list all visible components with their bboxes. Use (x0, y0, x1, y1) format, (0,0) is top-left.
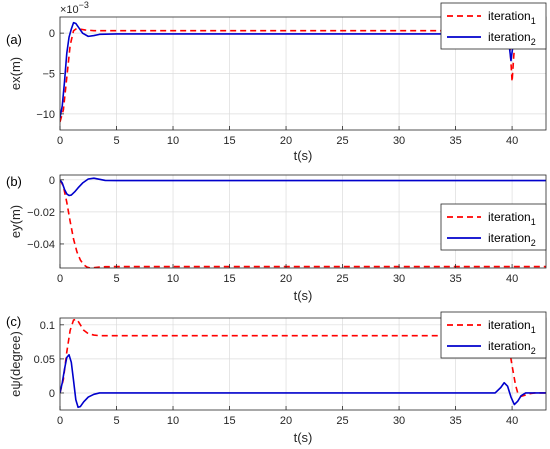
legend-box (440, 311, 547, 359)
x-tick-label: 25 (336, 273, 348, 285)
series-line-2 (60, 177, 546, 197)
x-tick-label: 20 (280, 415, 292, 427)
legend-label-1: iteration1 (488, 210, 536, 227)
chart-panel-3: 0 5 10 15 20 25 30 35 40 0 0.05 0.1 t(s) eψ(degree) (c… (6, 311, 547, 445)
x-tick-label: 5 (113, 135, 119, 147)
x-tick-label: 10 (167, 415, 179, 427)
legend-name: iteration (488, 30, 531, 44)
legend-subscript: 1 (531, 16, 536, 26)
x-tick-label: 25 (336, 415, 348, 427)
x-tick-label: 10 (167, 135, 179, 147)
legend-label-2: iteration2 (488, 231, 536, 248)
legend-name: iteration (488, 318, 531, 332)
exponent-power: −3 (79, 0, 89, 10)
exponent-label: ×10−3 (60, 0, 89, 16)
legend-subscript: 2 (531, 37, 536, 47)
y-axis-label: ex(m) (8, 57, 23, 90)
axes-box (59, 317, 547, 411)
y-tick-label: 0.1 (40, 320, 55, 332)
legend-name: iteration (488, 231, 531, 245)
x-axis-label: t(s) (294, 430, 313, 445)
y-tick-label: −0.02 (27, 207, 55, 219)
y-tick-label: 0 (49, 175, 55, 187)
y-tick-label: 0 (49, 388, 55, 400)
x-tick-label: 5 (113, 273, 119, 285)
series-line-2 (60, 353, 546, 409)
y-tick-label: 0.05 (34, 354, 55, 366)
legend-subscript: 1 (531, 325, 536, 335)
legend-name: iteration (488, 210, 531, 224)
panel-label: (b) (6, 174, 22, 189)
y-axis-label: ey(m) (8, 205, 23, 238)
chart-panel-2: 0 5 10 15 20 25 30 35 40 −0.04 −0.02 0 t(s) ey(m) (b) i… (6, 174, 547, 303)
legend-name: iteration (488, 9, 531, 23)
legend-name: iteration (488, 339, 531, 353)
x-tick-label: 25 (336, 135, 348, 147)
y-tick-label: −5 (42, 69, 55, 81)
x-tick-label: 0 (57, 273, 63, 285)
x-tick-label: 40 (506, 273, 518, 285)
x-tick-label: 0 (57, 135, 63, 147)
x-tick-label: 30 (393, 135, 405, 147)
legend-label-2: iteration2 (488, 339, 536, 356)
y-tick-label: 0 (49, 28, 55, 40)
legend-label-1: iteration1 (488, 9, 536, 26)
x-tick-label: 40 (506, 135, 518, 147)
x-tick-label: 35 (449, 415, 461, 427)
panel-label: (c) (6, 314, 21, 329)
x-axis-label: t(s) (294, 148, 313, 163)
legend-subscript: 2 (531, 238, 536, 248)
y-axis-label: eψ(degree) (8, 331, 23, 397)
x-tick-label: 30 (393, 273, 405, 285)
x-tick-label: 5 (113, 415, 119, 427)
x-tick-label: 15 (223, 135, 235, 147)
panel-label: (a) (6, 32, 22, 47)
x-tick-label: 15 (223, 415, 235, 427)
x-tick-label: 30 (393, 415, 405, 427)
x-tick-label: 0 (57, 415, 63, 427)
exponent-base: ×10 (60, 4, 79, 16)
chart-panel-1: 0 5 10 15 20 25 30 35 40 −10 −5 0 t(s) ex(m) (a) ×10−3 i… (6, 0, 547, 163)
y-tick-label: −0.04 (27, 239, 55, 251)
x-axis-label: t(s) (294, 288, 313, 303)
legend-label-1: iteration1 (488, 318, 536, 335)
x-tick-label: 35 (449, 273, 461, 285)
legend-label-2: iteration2 (488, 30, 536, 47)
x-tick-label: 10 (167, 273, 179, 285)
legend-subscript: 1 (531, 217, 536, 227)
x-tick-label: 40 (506, 415, 518, 427)
x-tick-label: 15 (223, 273, 235, 285)
x-tick-label: 35 (449, 135, 461, 147)
legend-box (440, 2, 547, 50)
x-tick-label: 20 (280, 135, 292, 147)
y-tick-label: −10 (36, 109, 55, 121)
legend-box (440, 203, 547, 251)
legend-subscript: 2 (531, 346, 536, 356)
x-tick-label: 20 (280, 273, 292, 285)
